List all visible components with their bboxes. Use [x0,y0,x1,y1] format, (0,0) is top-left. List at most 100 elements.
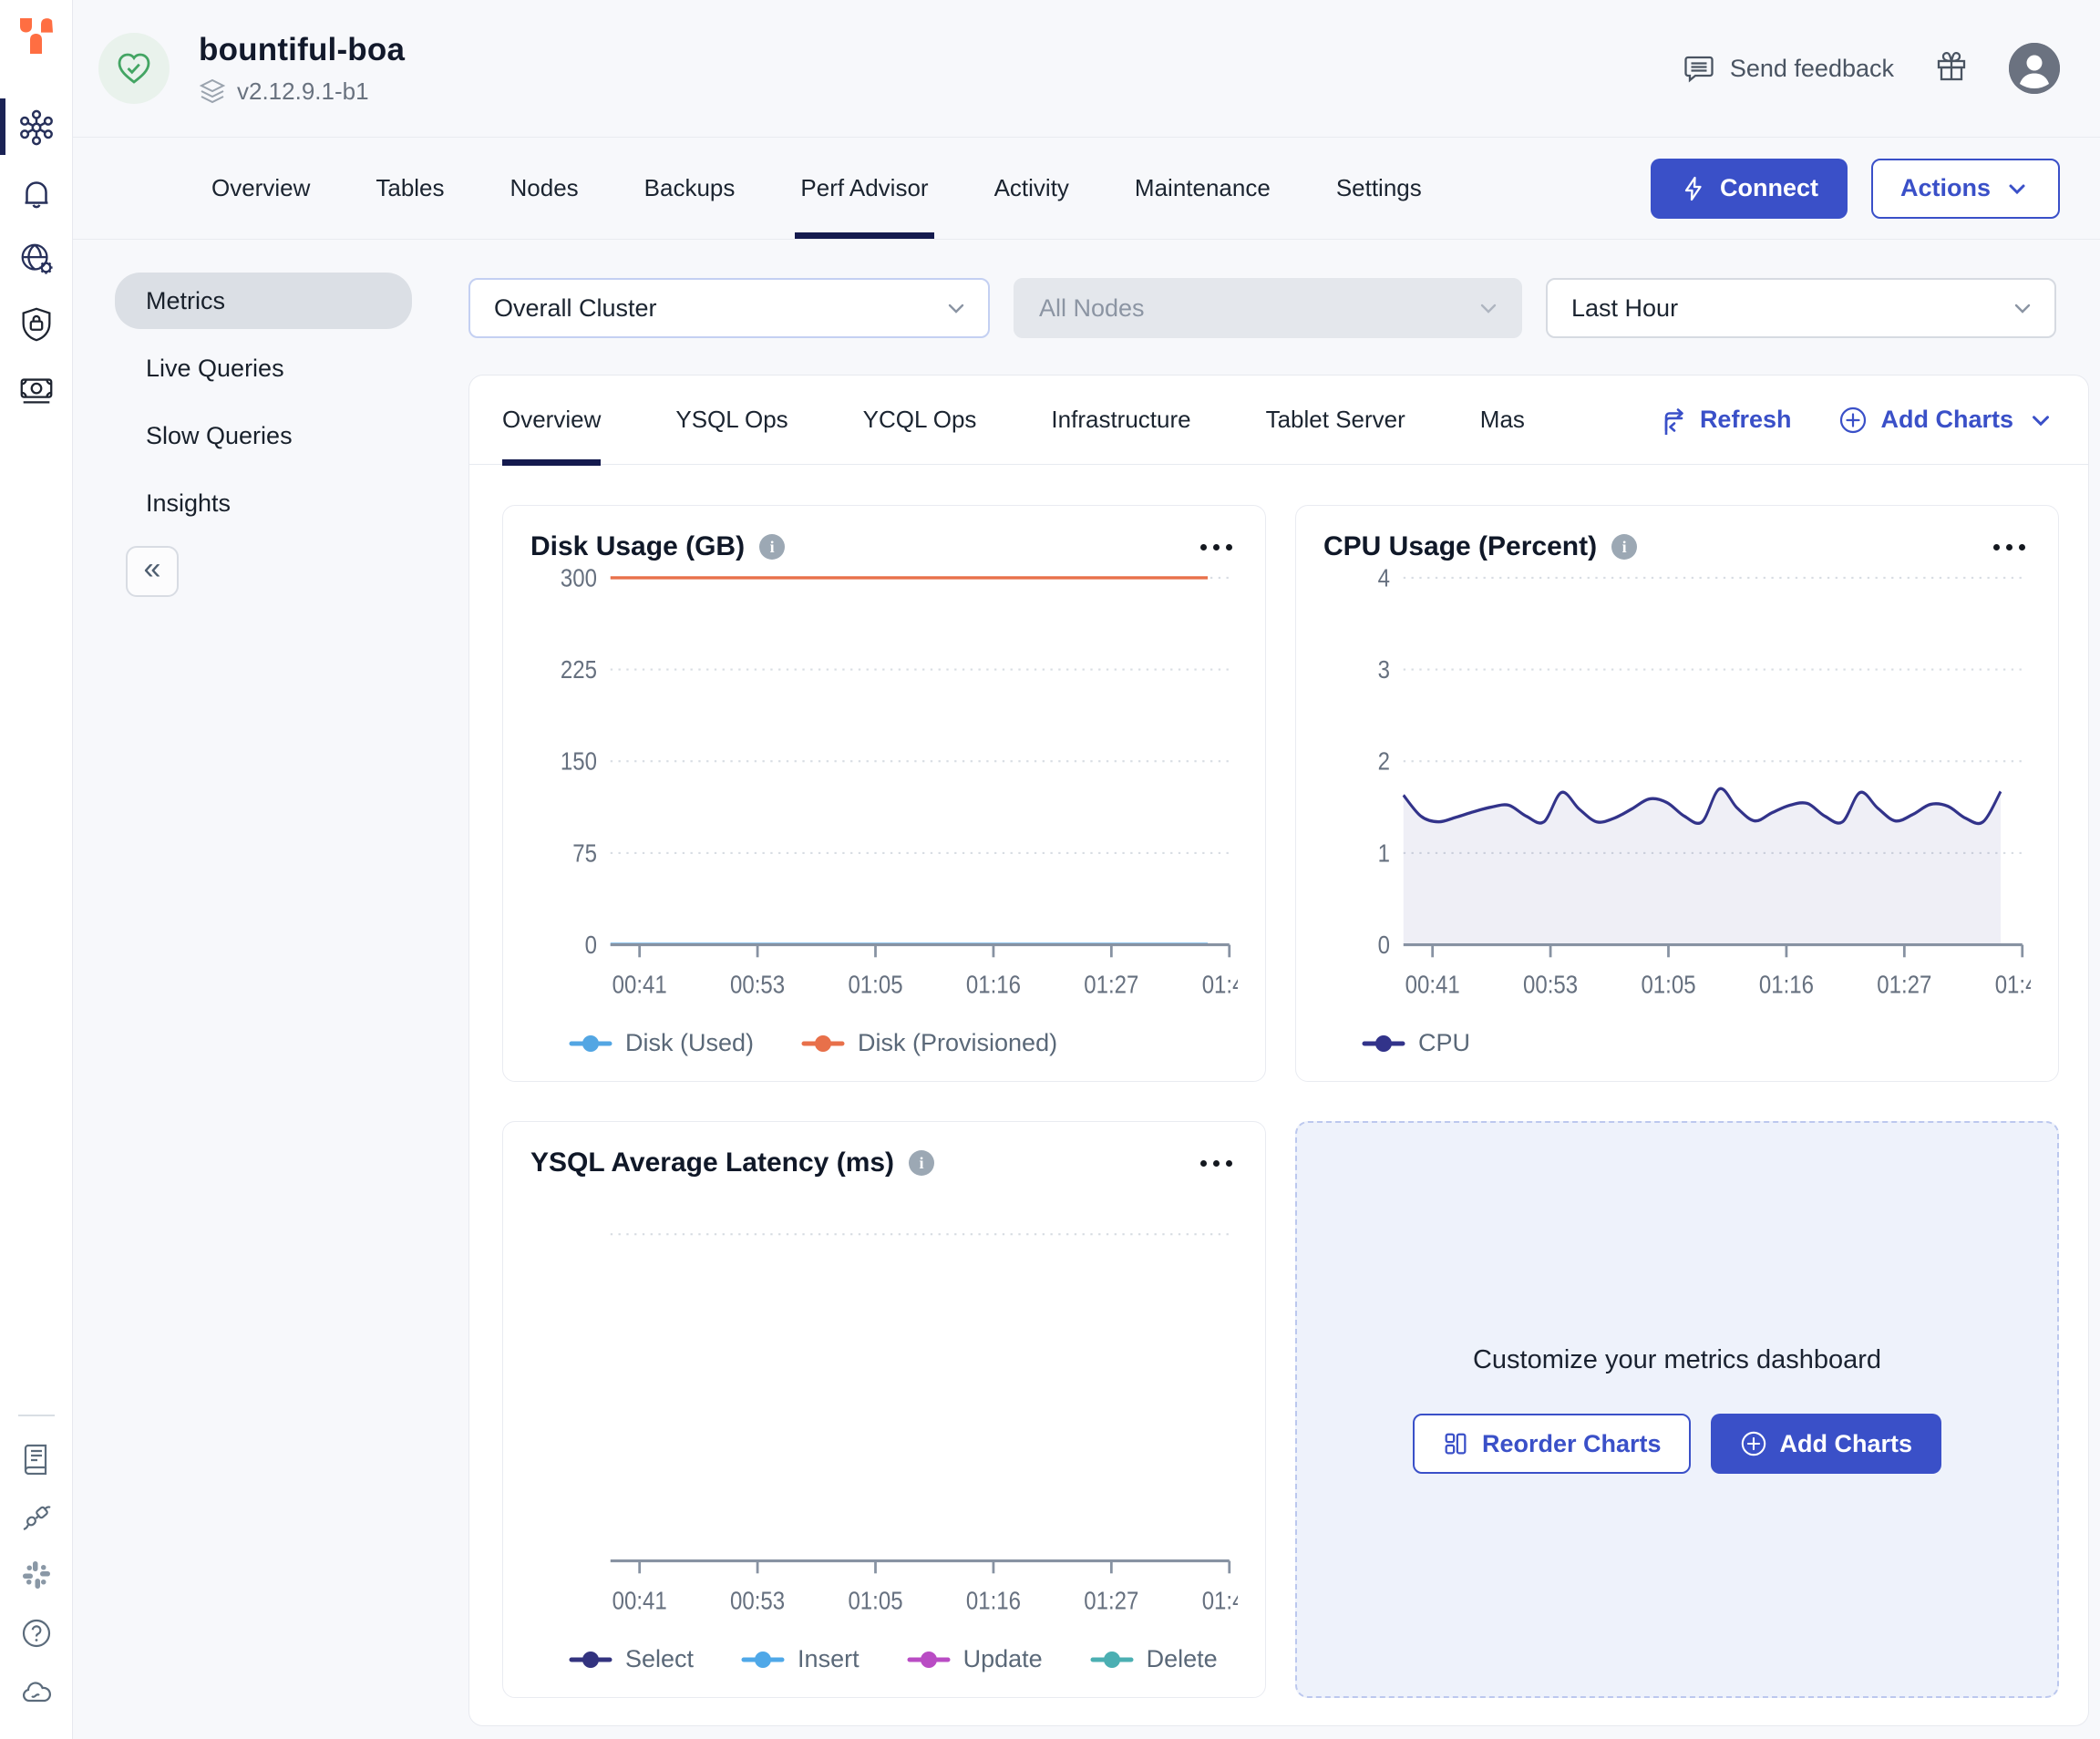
rail-item-clusters[interactable] [0,95,73,160]
book-icon [24,1444,46,1475]
rail-item-network-settings[interactable] [0,226,73,292]
card-head: YSQL Average Latency (ms) i [530,1147,1238,1178]
header-right: Send feedback [1683,43,2060,94]
scope-select[interactable]: Overall Cluster [468,278,990,338]
rail-item-integrations[interactable] [0,1487,73,1546]
scope-select-value: Overall Cluster [494,293,657,322]
avatar-icon [2009,43,2060,94]
legend-label: Update [962,1645,1043,1672]
svg-text:01:27: 01:27 [1877,972,1931,999]
tab-activity[interactable]: Activity [993,174,1069,201]
ysql-latency-legend: Select Insert Update Delete [530,1636,1238,1681]
customize-actions: Reorder Charts Add Charts [1412,1414,1942,1474]
svg-text:01:27: 01:27 [1084,972,1138,999]
rail-item-documentation[interactable] [0,1429,73,1487]
gift-button[interactable] [1934,49,1969,88]
collapse-sidebar-button[interactable]: « [126,546,179,597]
metrics-workspace: Overall Cluster All Nodes Last Hour Over [459,240,2100,1739]
chart-card-cpu-usage: CPU Usage (Percent) i 0 1 2 3 4 00:41 00:53 01:… [1295,505,2059,1082]
tab-nodes[interactable]: Nodes [510,174,579,201]
chart-title: YSQL Average Latency (ms) [530,1147,895,1178]
gift-icon [1937,51,1966,80]
chart-tab-ysql-ops[interactable]: YSQL Ops [675,406,788,433]
svg-text:01:41: 01:41 [1995,972,2031,999]
svg-text:01:27: 01:27 [1084,1588,1138,1615]
add-charts-button-panel[interactable]: Add Charts [1710,1414,1942,1474]
body-row: Metrics Live Queries Slow Queries Insights «… [73,240,2100,1739]
tab-tables[interactable]: Tables [376,174,445,201]
rail-item-security[interactable] [0,292,73,357]
chart-tab-ycql-ops[interactable]: YCQL Ops [862,406,977,433]
perf-subnav: Metrics Live Queries Slow Queries Insights « [73,240,459,1739]
legend-marker-icon [1362,1034,1405,1052]
chevron-down-icon [2033,415,2049,426]
legend-item-disk-used-[interactable]: Disk (Used) [569,1029,754,1057]
reorder-charts-button[interactable]: Reorder Charts [1412,1414,1691,1474]
info-icon[interactable]: i [759,534,786,560]
bell-icon [25,181,47,209]
chart-tab-infrastructure[interactable]: Infrastructure [1051,406,1191,433]
main-column: bountiful-boa v2.12.9.1-b1 Send feedback [73,0,2100,1739]
chart-tab-overview[interactable]: Overview [502,376,602,466]
subnav-item-live-queries[interactable]: Live Queries [146,354,284,382]
legend-item-select[interactable]: Select [569,1645,694,1673]
circle-plus-icon [1741,1431,1765,1456]
refresh-button[interactable]: Refresh [1658,406,1791,435]
ysql-latency-plot: 00:41 00:53 01:05 01:16 01:27 01:41 [530,1178,1238,1636]
tab-perf-advisor[interactable]: Perf Advisor [767,138,961,239]
legend-item-delete[interactable]: Delete [1090,1645,1218,1673]
nodes-select: All Nodes [1014,278,1522,338]
yugabyte-logo[interactable] [16,15,57,58]
rail-item-slack[interactable] [0,1546,73,1604]
chart-menu-button[interactable] [1195,539,1238,556]
time-range-select[interactable]: Last Hour [1546,278,2056,338]
tab-maintenance[interactable]: Maintenance [1134,174,1271,201]
svg-text:01:05: 01:05 [1641,972,1695,999]
send-feedback-button[interactable]: Send feedback [1683,52,1894,85]
tab-settings[interactable]: Settings [1335,174,1422,201]
svg-text:00:41: 00:41 [1405,972,1460,999]
cluster-header: bountiful-boa v2.12.9.1-b1 Send feedback [73,0,2100,138]
legend-label: Delete [1146,1645,1218,1672]
chart-tabbar: Overview YSQL Ops YCQL Ops Infrastructure Ta… [469,376,2088,466]
actions-button[interactable]: Actions [1870,158,2060,219]
circle-plus-icon [1840,406,1867,433]
chart-tab-mas[interactable]: Mas [1479,406,1525,433]
lightning-icon [1684,176,1702,201]
rail-item-billing[interactable] [0,357,73,423]
disk-usage-legend: Disk (Used) Disk (Provisioned) [530,1020,1238,1065]
legend-label: Insert [798,1645,860,1672]
subnav-item-insights[interactable]: Insights [146,489,232,517]
subnav-item-metrics[interactable]: Metrics [115,273,412,329]
svg-text:225: 225 [561,657,597,684]
add-charts-button[interactable]: Add Charts [1838,406,2055,435]
info-icon[interactable]: i [909,1150,935,1176]
chart-tab-tablet-server[interactable]: Tablet Server [1265,406,1405,433]
svg-text:00:41: 00:41 [612,972,667,999]
connect-button[interactable]: Connect [1650,158,1848,219]
globe-gear-icon [21,243,53,274]
rail-item-cloud-status[interactable] [0,1662,73,1721]
chart-grid: Disk Usage (GB) i 0 75 150 225 300 00:41 00:53… [469,465,2088,1725]
chart-menu-button[interactable] [1988,539,2031,556]
cloud-icon [22,1682,51,1703]
legend-item-update[interactable]: Update [907,1645,1043,1673]
info-icon[interactable]: i [1611,534,1638,560]
chart-title: CPU Usage (Percent) [1323,531,1598,561]
subnav-item-slow-queries[interactable]: Slow Queries [146,421,293,449]
cluster-health-badge [98,33,170,104]
tabbar-actions: Connect Actions [1650,158,2060,219]
legend-item-insert[interactable]: Insert [741,1645,860,1673]
chart-menu-button[interactable] [1195,1155,1238,1172]
rail-item-alerts[interactable] [0,160,73,226]
legend-item-cpu[interactable]: CPU [1362,1029,1470,1057]
legend-item-disk-provisioned-[interactable]: Disk (Provisioned) [801,1029,1057,1057]
cluster-name: bountiful-boa [199,31,406,67]
svg-text:4: 4 [1378,565,1390,592]
actions-label: Actions [1899,174,1991,201]
user-avatar[interactable] [2009,43,2060,94]
tab-overview[interactable]: Overview [211,174,311,201]
rail-item-help[interactable] [0,1604,73,1662]
svg-text:01:41: 01:41 [1202,972,1238,999]
tab-backups[interactable]: Backups [643,174,736,201]
